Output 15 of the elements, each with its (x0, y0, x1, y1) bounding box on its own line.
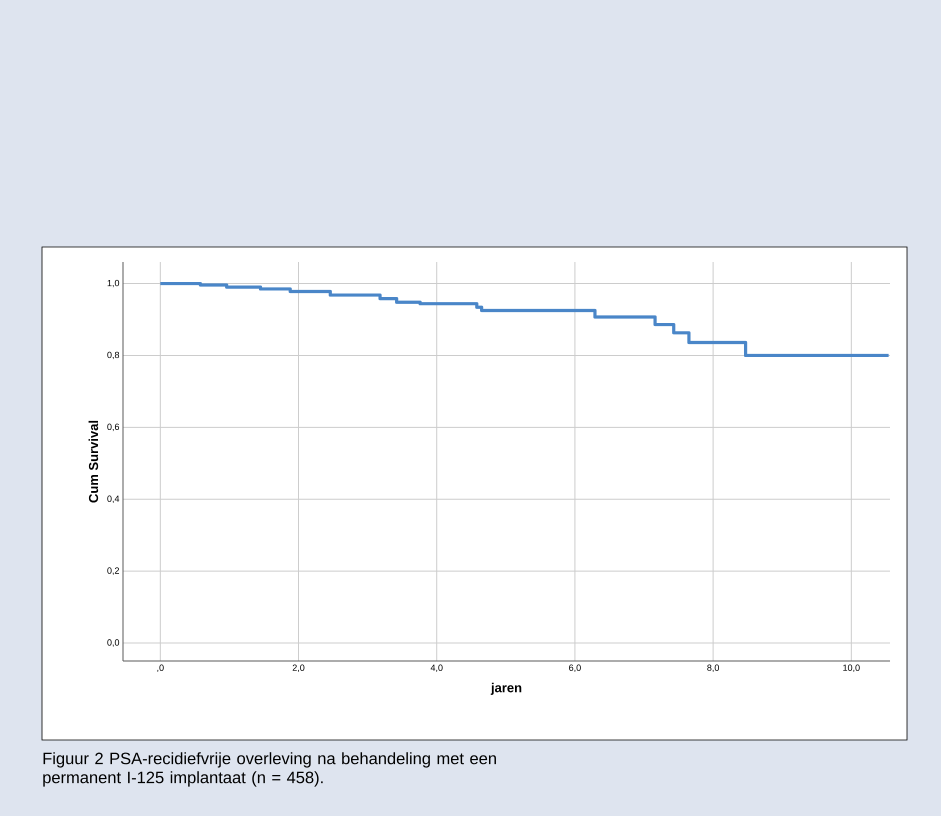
text: Figuur 2 PSA-recidiefvrije overleving na behandeling met een permanent I-125 implantaat (n = 458). (43, 752, 496, 787)
y-axis-title: Cum Survival (88, 420, 98, 503)
x-tick-label: 2,0 (292, 664, 304, 672)
x-tick-label: 10,0 (843, 664, 860, 672)
y-tick-label: 0,6 (107, 424, 120, 432)
y-tick-label: 0,8 (107, 352, 120, 360)
y-tick-label: 0,4 (107, 496, 120, 503)
x-axis-title: jaren (490, 682, 522, 695)
y-tick-label: 1,0 (108, 280, 120, 288)
y-tick-label: 0,2 (107, 567, 120, 575)
x-tick-label: 8,0 (707, 664, 720, 672)
x-tick-label: 6,0 (569, 664, 581, 672)
y-tick-label: 0,0 (107, 639, 120, 647)
x-tick-label: ,0 (157, 664, 164, 672)
x-tick-label: 4,0 (430, 664, 443, 672)
